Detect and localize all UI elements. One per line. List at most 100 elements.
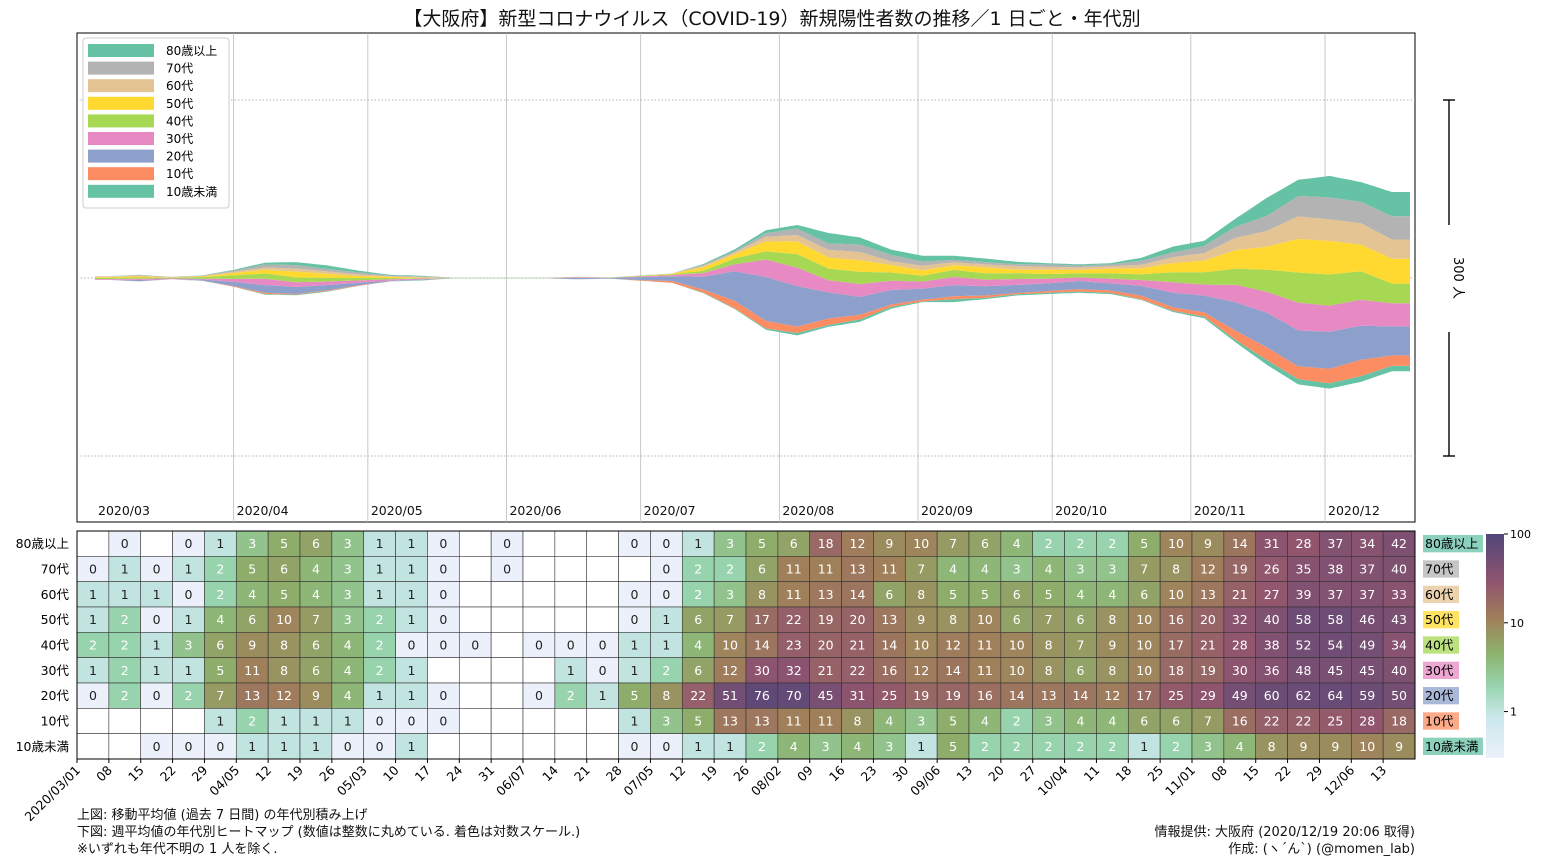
heat-cell [267, 708, 301, 734]
heat-cell [1287, 581, 1320, 608]
heat-cell [1287, 708, 1320, 734]
heat-cell [235, 708, 269, 734]
heat-cell [681, 581, 715, 608]
heat-cell-value: 5 [631, 688, 639, 703]
heat-cell-value: 1 [408, 739, 416, 754]
heat-cell-value: 40 [1391, 562, 1407, 577]
heat-cell-value: 32 [786, 663, 802, 678]
heat-cell [1350, 632, 1384, 658]
heat-cell [204, 581, 237, 608]
heat-cell [586, 708, 619, 734]
heat-cell-value: 7 [1077, 638, 1085, 653]
heat-cell-value: 6 [1172, 714, 1180, 729]
heat-cell-value: 4 [1236, 739, 1244, 754]
heat-cell [841, 682, 874, 709]
heat-cell-value: 2 [758, 739, 766, 754]
x-tick-label: 17 [412, 763, 434, 785]
heat-cell [522, 530, 556, 557]
heat-cell [586, 606, 619, 633]
legend-swatch [88, 96, 154, 110]
row-label-badge [1423, 712, 1459, 730]
heat-cell-value: 2 [1108, 739, 1116, 754]
heat-cell [76, 708, 110, 734]
heat-cell-value: 8 [1108, 663, 1116, 678]
heat-cell [1223, 733, 1257, 760]
heat-cell-value: 9 [917, 612, 925, 627]
x-tick-label: 23 [858, 763, 880, 785]
heat-cell-value: 8 [280, 638, 288, 653]
heat-cell [522, 708, 556, 734]
heat-cell-value: 4 [1108, 714, 1116, 729]
heat-cell-value: 14 [1009, 688, 1025, 703]
heat-cell-value: 8 [662, 688, 670, 703]
heat-cell [841, 733, 874, 760]
heat-cell-value: 2 [1045, 536, 1053, 551]
heat-cell-value: 13 [818, 587, 834, 602]
heat-cell [76, 733, 110, 760]
heat-cell-value: 7 [1045, 612, 1053, 627]
x-tick-label: 24 [444, 762, 466, 784]
heat-cell-value: 14 [1232, 536, 1248, 551]
heat-cell-value: 3 [344, 536, 352, 551]
heat-cell-value: 10 [722, 638, 738, 653]
heat-cell-value: 4 [1077, 714, 1085, 729]
heat-cell-value: 5 [1045, 587, 1053, 602]
heat-cell [331, 657, 365, 684]
heat-cell-value: 0 [439, 587, 447, 602]
heat-cell [713, 556, 747, 582]
heat-cell-value: 22 [1264, 714, 1280, 729]
heat-cell-value: 37 [1327, 536, 1343, 551]
heat-cell [108, 733, 142, 760]
heat-cell-value: 27 [1264, 587, 1280, 602]
heat-cell-value: 9 [1108, 638, 1116, 653]
notes-right: 情報提供: 大阪府 (2020/12/19 20:06 取得) 作成: (ヽ´ん… [1155, 824, 1415, 858]
heat-cell [1287, 606, 1320, 633]
heat-cell [777, 733, 811, 760]
heat-cell [299, 581, 333, 608]
heat-cell [554, 733, 588, 760]
heat-cell [140, 556, 173, 582]
heat-cell [586, 530, 619, 557]
heat-cell-value: 14 [945, 663, 961, 678]
legend-swatch [88, 114, 154, 128]
heat-cell [395, 606, 428, 633]
row-label-badge [1423, 560, 1459, 578]
heat-cell-value: 13 [754, 714, 770, 729]
month-label: 2020/05 [371, 503, 423, 518]
heat-cell-value: 0 [439, 714, 447, 729]
month-label: 2020/10 [1055, 503, 1107, 518]
row-label-left: 50代 [41, 612, 70, 627]
heat-cell-value: 1 [567, 663, 575, 678]
x-tick-label: 06/07 [493, 763, 529, 799]
heat-cell [522, 581, 556, 608]
chart-title: 【大阪府】新型コロナウイルス（COVID-19）新規陽性者数の推移／1 日ごと・… [403, 8, 1141, 30]
legend-swatch [88, 167, 154, 181]
heat-cell [1255, 530, 1288, 557]
heat-cell-value: 1 [726, 739, 734, 754]
heat-cell-value: 10 [1168, 536, 1184, 551]
heat-cell [204, 657, 237, 684]
heat-cell-value: 2 [1045, 739, 1053, 754]
heat-cell-value: 4 [344, 638, 352, 653]
heat-cell [76, 581, 110, 608]
heat-cell-value: 6 [1077, 612, 1085, 627]
heat-cell-value: 1 [694, 536, 702, 551]
heat-cell [554, 708, 588, 734]
heat-cell-value: 0 [89, 688, 97, 703]
heat-cell [1127, 581, 1161, 608]
heat-cell-value: 22 [786, 612, 802, 627]
heat-cell-value: 25 [881, 688, 897, 703]
heat-cell-value: 1 [408, 587, 416, 602]
heat-cell-value: 31 [1264, 536, 1280, 551]
x-tick-label: 19 [284, 762, 306, 784]
heat-cell [968, 632, 1002, 658]
heat-cell-value: 51 [722, 688, 738, 703]
heat-cell [1382, 581, 1416, 608]
heat-cell-value: 10 [977, 612, 993, 627]
note-line: ※いずれも年代不明の 1 人を除く. [77, 842, 278, 857]
heat-cell-value: 0 [408, 638, 416, 653]
heat-cell-value: 1 [248, 739, 256, 754]
legend-label: 30代 [166, 132, 193, 146]
heat-cell [267, 581, 301, 608]
